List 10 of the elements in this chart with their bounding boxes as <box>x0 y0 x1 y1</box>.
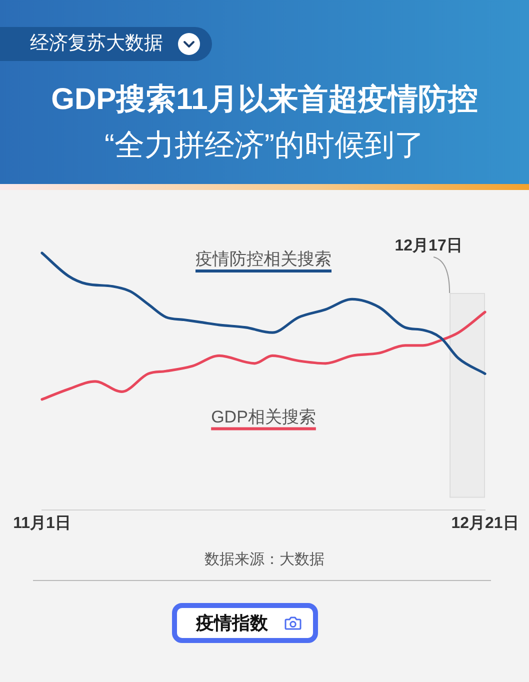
chart-subtitle: “全力拼经济”的时候到了 <box>104 128 426 164</box>
text: 疫情防控相关搜索 <box>196 250 332 269</box>
source-note: 数据来源：大数据 <box>204 550 326 570</box>
text: GDP相关搜索 <box>211 407 316 426</box>
text: 疫情指数 <box>196 612 268 635</box>
text: 经济复苏大数据 <box>30 32 163 56</box>
band-label: 12月17日 <box>394 237 462 254</box>
x-tick-label: 12月21日 <box>451 514 519 532</box>
x-tick-label: 11月1日 <box>13 514 71 532</box>
chart-title: GDP搜索11月以来首超疫情防控 <box>50 82 479 118</box>
